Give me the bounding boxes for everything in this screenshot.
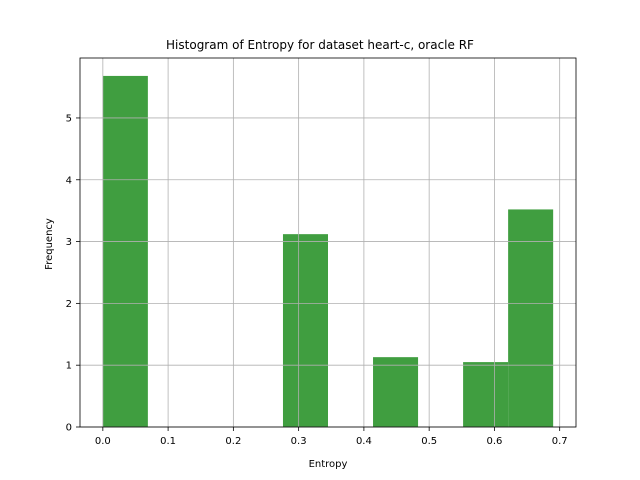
x-tick-label-7: 0.7	[552, 436, 568, 447]
x-axis-label: Entropy	[309, 459, 348, 470]
y-tick-label-3: 3	[66, 237, 72, 248]
x-tick-label-0: 0.0	[95, 436, 111, 447]
histogram-bar-9	[508, 209, 554, 427]
x-axis-ticks: 0.0 0.1 0.2 0.3 0.4 0.5 0.6 0.7	[95, 427, 568, 447]
y-tick-label-0: 0	[66, 423, 72, 434]
x-tick-label-6: 0.6	[486, 436, 502, 447]
histogram-bar-4	[282, 234, 328, 427]
x-tick-label-1: 0.1	[160, 436, 176, 447]
x-tick-label-3: 0.3	[291, 436, 307, 447]
histogram-bar-8	[463, 362, 509, 427]
y-tick-label-5: 5	[66, 113, 72, 124]
x-tick-label-5: 0.5	[421, 436, 437, 447]
chart-title: Histogram of Entropy for dataset heart-c…	[166, 38, 474, 52]
bars-group	[102, 75, 554, 427]
histogram-bar-0	[102, 75, 148, 427]
histogram-bar-6	[373, 357, 419, 427]
y-tick-label-4: 4	[66, 175, 72, 186]
y-tick-label-1: 1	[66, 361, 72, 372]
x-tick-label-4: 0.4	[356, 436, 372, 447]
y-axis-ticks: 0 1 2 3 4 5	[66, 113, 80, 434]
plot-frame	[79, 57, 577, 428]
y-axis-label: Frequency	[44, 218, 55, 270]
y-tick-label-2: 2	[66, 299, 72, 310]
x-tick-label-2: 0.2	[225, 436, 241, 447]
